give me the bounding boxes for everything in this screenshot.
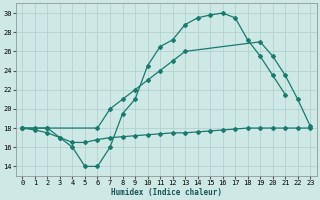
X-axis label: Humidex (Indice chaleur): Humidex (Indice chaleur) (111, 188, 222, 197)
